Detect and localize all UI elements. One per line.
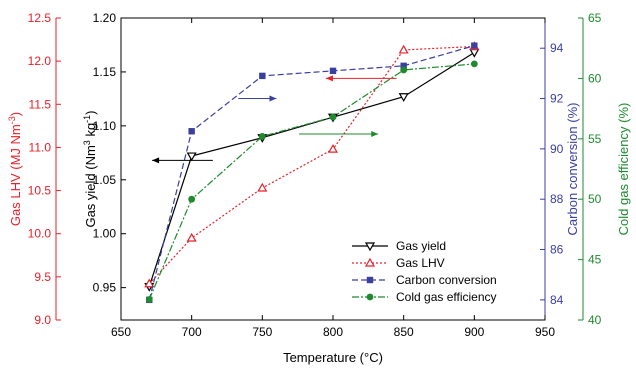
lhv-tick-label: 12.5 bbox=[28, 11, 52, 25]
gas-yield-tick-label: 1.00 bbox=[93, 227, 117, 241]
carbon-tick-label: 84 bbox=[550, 293, 564, 307]
legend: Gas yield Gas LHV Carbon conversion Cold ga… bbox=[352, 239, 497, 304]
gas-yield-tick-label: 1.15 bbox=[93, 65, 117, 79]
gas-lhv-point bbox=[144, 278, 155, 288]
lhv-axis-arrow-head bbox=[325, 75, 333, 82]
cge-tick-label: 60 bbox=[588, 71, 602, 85]
cold-gas-efficiency-line bbox=[148, 63, 475, 300]
legend-carbon-conversion-label: Carbon conversion bbox=[396, 273, 497, 287]
cge-tick-label: 45 bbox=[588, 253, 602, 267]
carbon-tick-label: 86 bbox=[550, 243, 564, 257]
x-tick-label: 650 bbox=[111, 325, 131, 339]
cold-gas-efficiency-point bbox=[258, 132, 266, 140]
gas-lhv-line bbox=[148, 45, 475, 285]
gas-yield-tick-label: 1.20 bbox=[93, 11, 117, 25]
cge-axis-arrow-head bbox=[371, 130, 379, 137]
legend-cold-gas-efficiency-marker bbox=[366, 293, 374, 301]
cge-tick-label: 65 bbox=[588, 11, 602, 25]
cge-tick-label: 50 bbox=[588, 192, 602, 206]
carbon-conversion-point bbox=[400, 62, 407, 70]
gas-yield-line bbox=[148, 52, 475, 287]
carbon-conversion-point bbox=[471, 42, 478, 49]
carbon-axis-arrow-head bbox=[269, 95, 277, 102]
legend-gas-lhv-label: Gas LHV bbox=[396, 256, 445, 270]
x-tick-label: 850 bbox=[394, 325, 414, 339]
gas-yield-axis-title: Gas yield (Nm3 kg-1) bbox=[82, 110, 98, 227]
lhv-tick-label: 9.0 bbox=[34, 313, 51, 327]
cge-tick-label: 40 bbox=[588, 313, 602, 327]
cge-axis-title: Cold gas efficiency (%) bbox=[616, 103, 631, 236]
gas-yield-axis-arrow-head bbox=[152, 157, 160, 164]
cold-gas-efficiency-point bbox=[329, 113, 337, 121]
cold-gas-efficiency-point bbox=[145, 296, 153, 303]
carbon-conversion-point bbox=[259, 72, 266, 80]
carbon-conversion-line bbox=[148, 45, 475, 301]
cge-tick-label: 55 bbox=[588, 132, 602, 146]
carbon-tick-label: 88 bbox=[550, 192, 564, 206]
x-tick-label: 700 bbox=[182, 325, 202, 339]
x-tick-label: 900 bbox=[464, 325, 484, 339]
carbon-conversion-point bbox=[188, 128, 195, 135]
x-tick-label: 800 bbox=[323, 325, 343, 339]
gas-yield-point bbox=[186, 152, 197, 162]
lhv-axis-title: Gas LHV (MJ Nm-3) bbox=[7, 112, 23, 226]
cold-gas-efficiency-point bbox=[188, 195, 196, 203]
gas-yield-tick-label: 1.05 bbox=[93, 173, 117, 187]
legend-carbon-conversion-marker bbox=[366, 276, 374, 284]
x-tick-label: 950 bbox=[535, 325, 555, 339]
cold-gas-efficiency-point bbox=[400, 66, 408, 74]
carbon-tick-label: 90 bbox=[550, 142, 564, 156]
lhv-tick-label: 12.0 bbox=[28, 54, 52, 68]
legend-gas-yield-label: Gas yield bbox=[396, 239, 446, 253]
gas-lhv-point bbox=[398, 44, 409, 54]
gas-lhv-point bbox=[257, 182, 268, 192]
gas-lhv-point bbox=[186, 232, 197, 242]
x-tick-label: 750 bbox=[252, 325, 272, 339]
lhv-tick-label: 10.0 bbox=[28, 227, 52, 241]
carbon-axis-title: Carbon conversion (%) bbox=[565, 103, 580, 236]
legend-gas-lhv-marker bbox=[364, 257, 376, 267]
x-axis-title: Temperature (°C) bbox=[283, 350, 383, 365]
carbon-conversion-point bbox=[329, 67, 337, 75]
gas-yield-tick-label: 0.95 bbox=[93, 281, 117, 295]
gas-lhv-point bbox=[327, 143, 339, 153]
gas-yield-tick-label: 1.10 bbox=[93, 119, 117, 133]
lhv-tick-label: 10.5 bbox=[28, 184, 52, 198]
gas-yield-point bbox=[469, 48, 480, 58]
gas-yield-point bbox=[398, 93, 409, 102]
legend-gas-yield-marker bbox=[364, 242, 376, 252]
carbon-tick-label: 94 bbox=[550, 41, 564, 55]
lhv-tick-label: 11.5 bbox=[29, 97, 52, 111]
cold-gas-efficiency-point bbox=[470, 60, 478, 68]
lhv-tick-label: 11.0 bbox=[29, 140, 52, 154]
legend-cold-gas-efficiency-label: Cold gas efficiency bbox=[396, 290, 497, 304]
carbon-tick-label: 92 bbox=[550, 92, 564, 106]
lhv-tick-label: 9.5 bbox=[34, 270, 51, 284]
